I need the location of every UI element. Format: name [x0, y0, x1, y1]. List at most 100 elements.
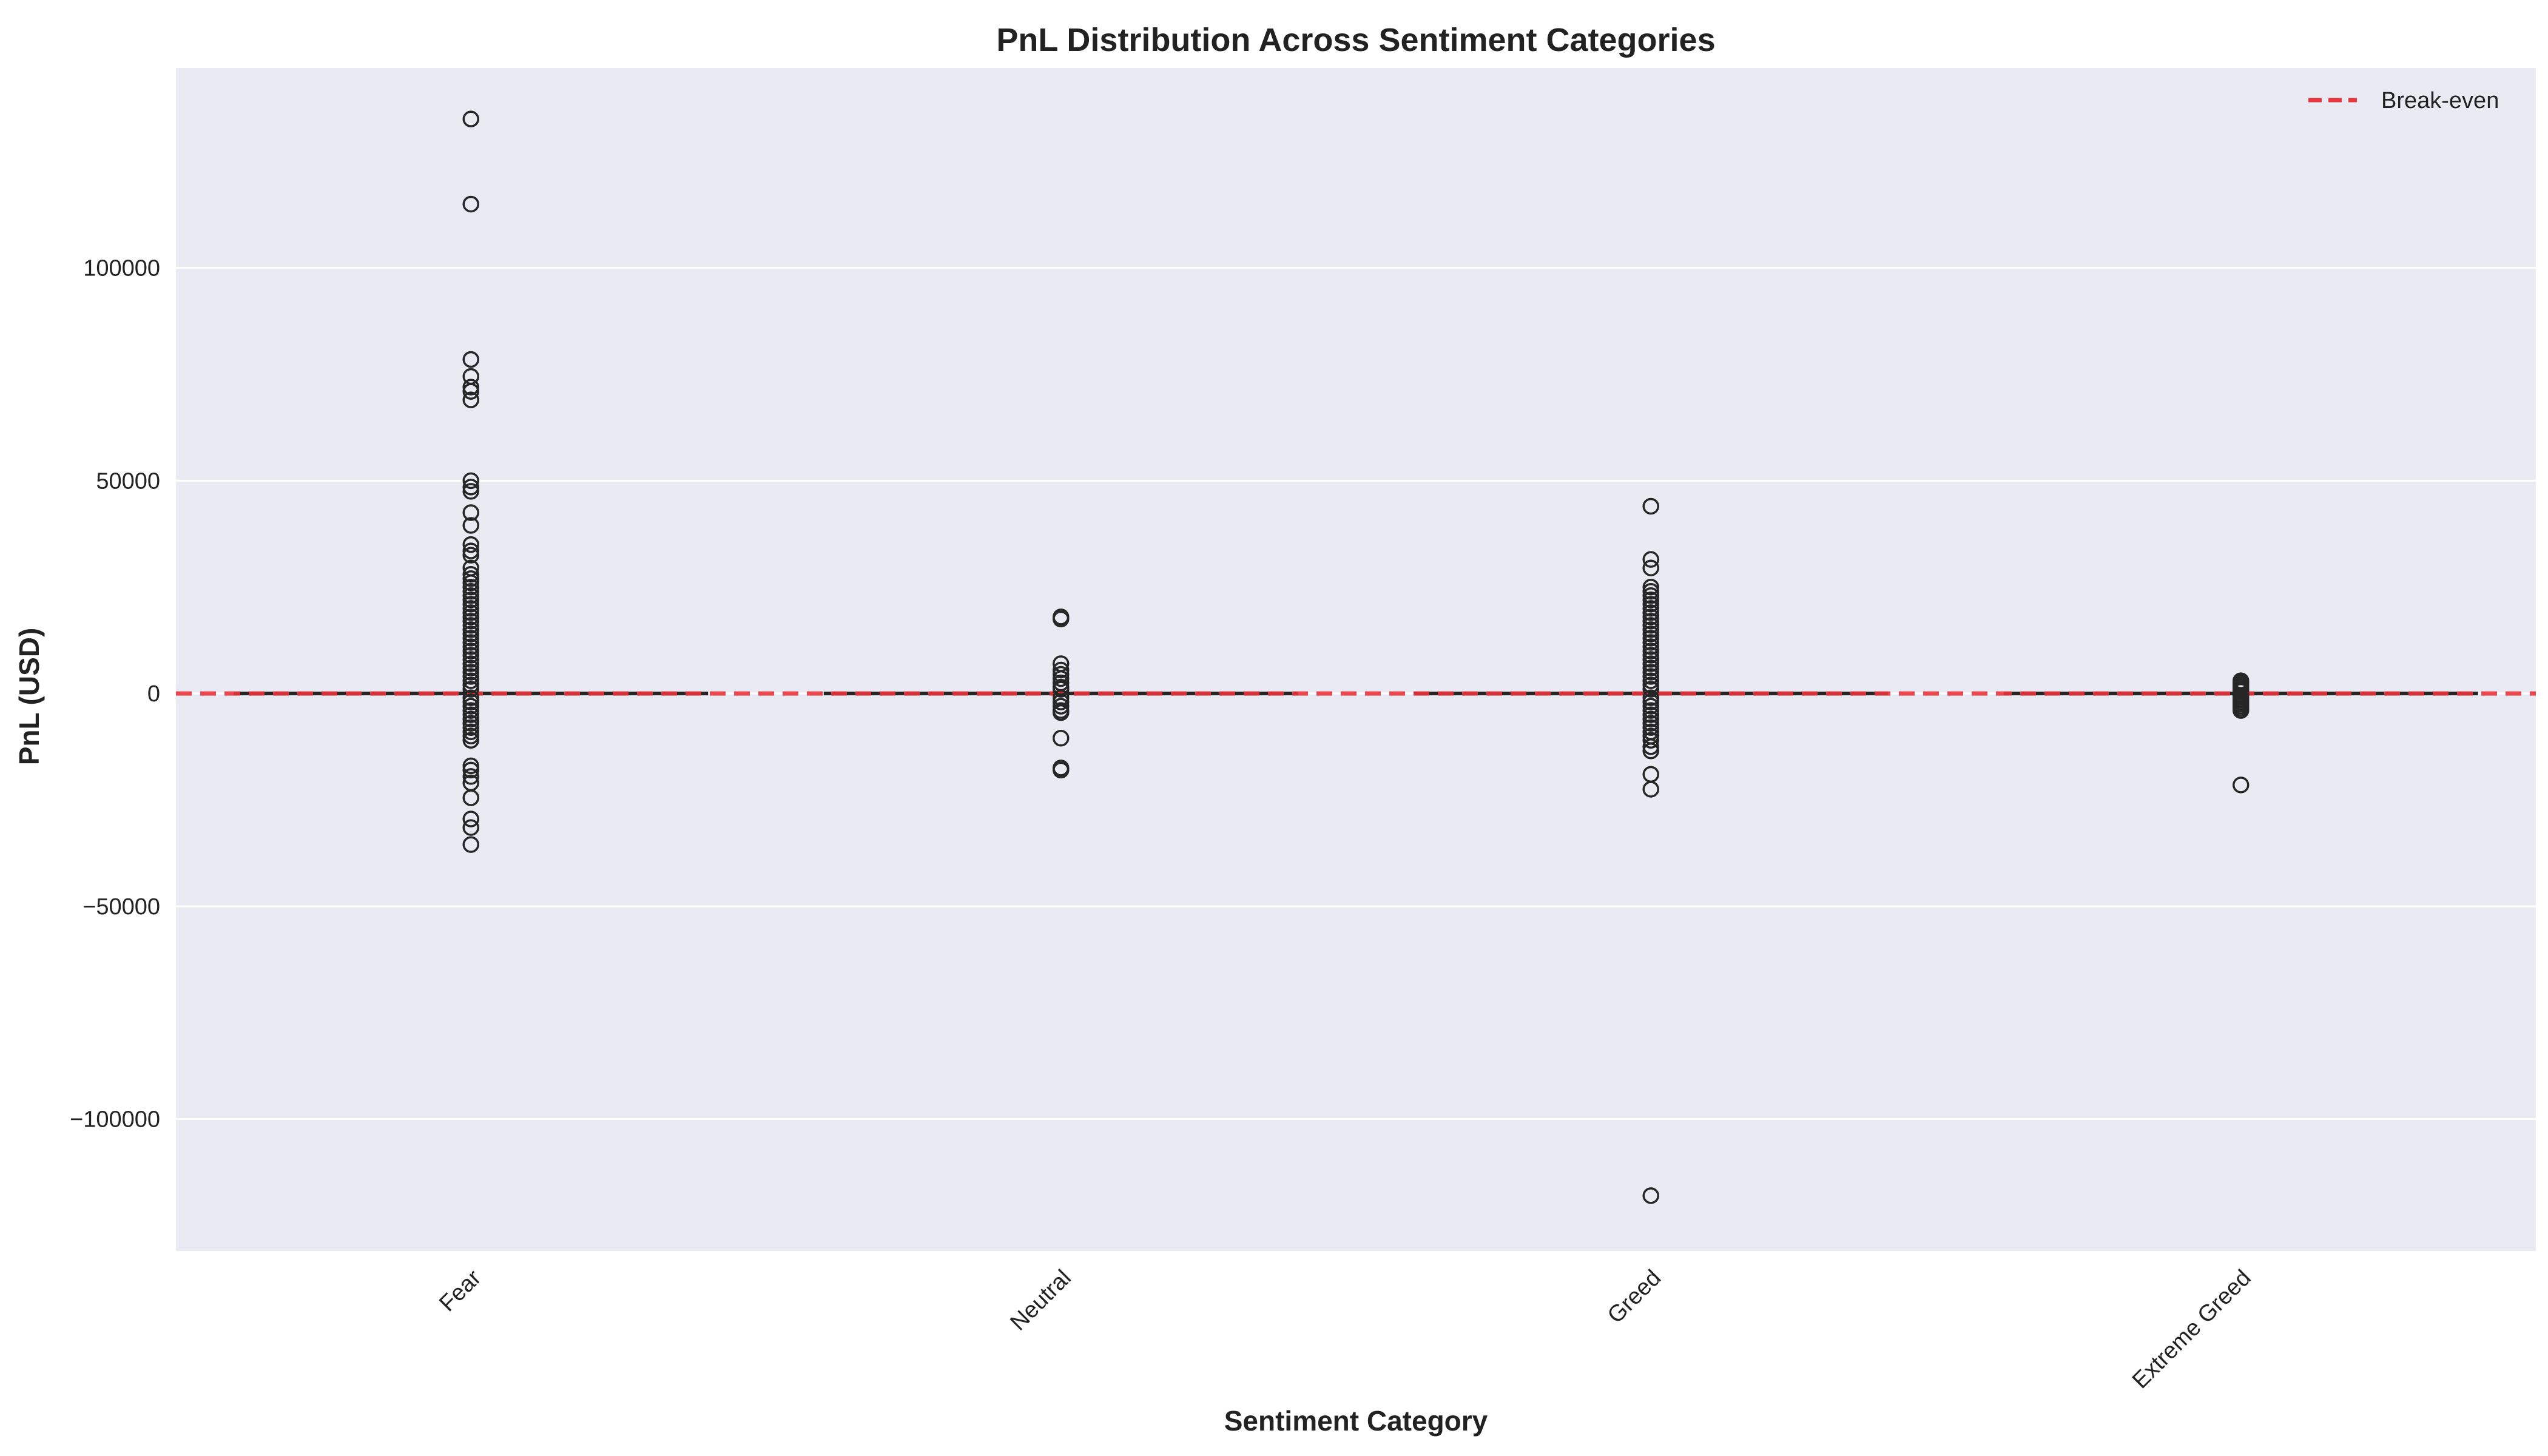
- outlier-point: [1642, 551, 1659, 568]
- outlier-point: [1642, 625, 1659, 642]
- outlier-point: [1642, 559, 1659, 576]
- outlier-point: [1642, 655, 1659, 672]
- y-axis-ticks: −100000 −50000 0 50000 100000: [70, 256, 160, 1133]
- outlier-point: [462, 789, 479, 806]
- outlier-point: [462, 617, 479, 634]
- y-tick-label: 0: [147, 681, 160, 707]
- outlier-point: [1642, 659, 1659, 676]
- outlier-point: [1642, 596, 1659, 613]
- outlier-point: [462, 727, 479, 745]
- outlier-point: [462, 634, 479, 651]
- outlier-point: [1642, 587, 1659, 604]
- outlier-point: [1642, 702, 1659, 719]
- outlier-point: [462, 472, 479, 490]
- outlier-point: [1642, 600, 1659, 617]
- outlier-point: [462, 655, 479, 672]
- outlier-point: [1642, 719, 1659, 736]
- outlier-point: [1642, 613, 1659, 630]
- outlier-point: [1053, 693, 1070, 710]
- outlier-point: [1053, 698, 1070, 715]
- outlier-point: [462, 638, 479, 655]
- outlier-point: [1642, 634, 1659, 651]
- outlier-point: [1642, 715, 1659, 732]
- outlier-point: [1642, 710, 1659, 727]
- outlier-point: [2233, 702, 2250, 719]
- outlier-point: [462, 693, 479, 710]
- outlier-point: [462, 565, 479, 583]
- outlier-point: [462, 698, 479, 715]
- y-tick-label: −50000: [83, 894, 160, 920]
- outlier-point: [1642, 706, 1659, 723]
- outlier-point: [1642, 681, 1659, 698]
- outlier-point: [462, 570, 479, 587]
- outlier-point: [462, 195, 479, 213]
- outlier-point: [1642, 579, 1659, 596]
- outlier-point: [1642, 732, 1659, 749]
- outlier-point: [462, 351, 479, 368]
- outlier-point: [462, 723, 479, 740]
- outlier-point: [1642, 668, 1659, 685]
- outlier-point: [1642, 651, 1659, 668]
- outlier-point: [462, 608, 479, 625]
- outlier-point: [1642, 781, 1659, 798]
- outlier-point: [2233, 777, 2250, 794]
- outlier-point: [462, 536, 479, 553]
- outlier-point: [1642, 689, 1659, 706]
- outlier-point: [462, 621, 479, 638]
- outlier-point: [462, 811, 479, 827]
- outlier-point: [1053, 610, 1070, 628]
- outlier-point: [462, 768, 479, 785]
- outlier-point: [462, 592, 479, 608]
- outlier-point: [1642, 1187, 1659, 1204]
- outlier-point: [462, 761, 479, 779]
- outlier-point: [462, 757, 479, 775]
- outlier-point: [1642, 647, 1659, 664]
- outlier-point: [462, 604, 479, 621]
- outlier-point: [462, 379, 479, 396]
- outlier-point: [462, 391, 479, 408]
- outlier-point: [462, 613, 479, 630]
- outlier-point: [462, 651, 479, 668]
- outlier-point: [1053, 670, 1070, 687]
- outlier-point: [1642, 604, 1659, 621]
- outlier-point: [462, 583, 479, 600]
- outlier-point: [462, 659, 479, 676]
- outlier-point: [462, 710, 479, 727]
- outlier-point: [462, 819, 479, 836]
- outlier-point: [462, 668, 479, 685]
- outlier-point: [1053, 730, 1070, 747]
- outlier-point: [1053, 761, 1070, 779]
- outlier-point: [462, 517, 479, 534]
- outlier-point: [462, 383, 479, 400]
- outlier-point: [462, 110, 479, 127]
- outlier-point: [1642, 693, 1659, 710]
- outlier-point: [1642, 672, 1659, 689]
- outlier-point: [1642, 630, 1659, 647]
- outlier-point: [462, 672, 479, 689]
- outlier-point: [1642, 592, 1659, 608]
- outlier-point: [1642, 621, 1659, 638]
- outlier-point: [462, 732, 479, 749]
- outlier-point: [462, 689, 479, 706]
- outlier-point: [462, 479, 479, 496]
- y-tick-label: −100000: [70, 1107, 160, 1133]
- y-axis-label: PnL (USD): [13, 628, 45, 766]
- outlier-point: [462, 719, 479, 736]
- outlier-point: [462, 836, 479, 853]
- outlier-point: [462, 630, 479, 647]
- x-axis-label: Sentiment Category: [1224, 1405, 1488, 1437]
- outlier-point: [462, 642, 479, 659]
- outlier-point: [1642, 698, 1659, 715]
- outlier-point: [462, 702, 479, 719]
- outlier-point: [1642, 583, 1659, 600]
- outlier-point: [1642, 497, 1659, 515]
- plot-area: [176, 68, 2536, 1251]
- outlier-point: [462, 483, 479, 500]
- outlier-point: [462, 715, 479, 732]
- legend: Break-even: [2308, 88, 2499, 113]
- outlier-point: [462, 542, 479, 559]
- outlier-point: [1642, 608, 1659, 625]
- outlier-point: [1642, 617, 1659, 634]
- outlier-point: [1053, 704, 1070, 721]
- outlier-point: [462, 706, 479, 723]
